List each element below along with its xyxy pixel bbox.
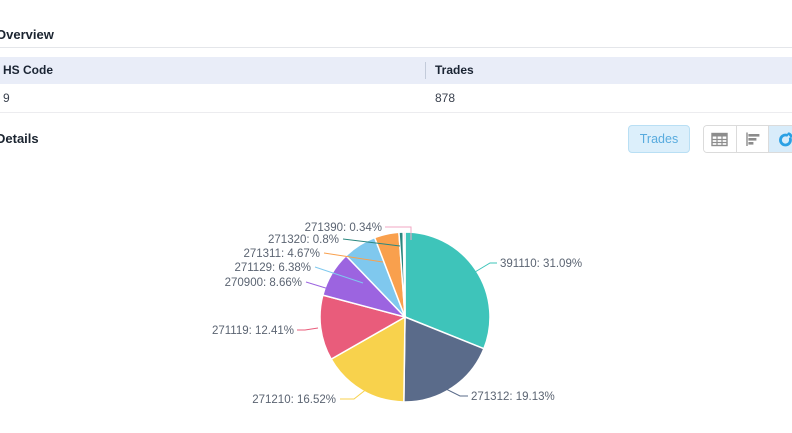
pie-label-271311: 271311: 4.67% <box>243 248 320 260</box>
pie-label-line-271129 <box>314 266 364 284</box>
trades-filter-button[interactable]: Trades <box>628 125 690 153</box>
details-heading: Details <box>0 131 39 146</box>
divider <box>0 47 792 48</box>
pie-label-271390: 271390: 0.34% <box>305 222 382 234</box>
pie-label-line-271119 <box>297 327 319 331</box>
pie-label-line-271312 <box>443 387 468 397</box>
table-row: 9 878 <box>0 84 792 112</box>
pie-chart: 391110: 31.09% 271312: 19.13% 271210: 16.5… <box>212 222 582 406</box>
pie-slice-271210[interactable] <box>330 316 406 403</box>
bar-chart-icon <box>745 132 759 146</box>
table-view-button[interactable] <box>704 126 737 152</box>
table-header-row: HS Code Trades <box>0 57 792 84</box>
pie-label-271210: 271210: 16.52% <box>252 394 336 406</box>
pie-label-271129: 271129: 6.38% <box>234 262 311 274</box>
pie-label-line-271390 <box>385 226 412 240</box>
pie-label-line-271311 <box>323 252 384 263</box>
pie-chart-icon <box>779 131 792 146</box>
pie-label-line-391110 <box>474 262 497 273</box>
overview-heading: Overview <box>0 27 54 42</box>
pie-label-line-271210 <box>340 387 369 400</box>
pie-label-270900: 270900: 8.66% <box>225 277 302 289</box>
column-separator <box>425 62 426 79</box>
column-header-hs-code: HS Code <box>3 63 54 77</box>
pie-label-271312: 271312: 19.13% <box>471 391 555 403</box>
pie-slice-271390[interactable] <box>402 231 406 318</box>
pie-label-271119: 271119: 12.41% <box>212 325 294 337</box>
column-header-trades: Trades <box>435 63 474 77</box>
pie-label-line-270900 <box>305 281 343 294</box>
pie-slice-271312[interactable] <box>403 316 485 403</box>
pie-label-271320: 271320: 0.8% <box>268 234 339 246</box>
bar-chart-view-button[interactable] <box>736 126 770 152</box>
pie-slice-391110[interactable] <box>404 231 491 350</box>
pie-chart-view-button[interactable] <box>769 126 792 152</box>
cell-trades: 878 <box>435 91 456 105</box>
divider <box>0 112 792 113</box>
pie-slice-271119[interactable] <box>319 294 406 360</box>
view-toggle-group <box>703 125 792 153</box>
pie-label-391110: 391110: 31.09% <box>500 258 582 270</box>
pie-chart-container: 391110: 31.09% 271312: 19.13% 271210: 16.5… <box>0 160 792 433</box>
cell-hs-code: 9 <box>3 91 10 105</box>
pie-label-line-271320 <box>342 238 401 247</box>
table-icon <box>711 132 729 146</box>
